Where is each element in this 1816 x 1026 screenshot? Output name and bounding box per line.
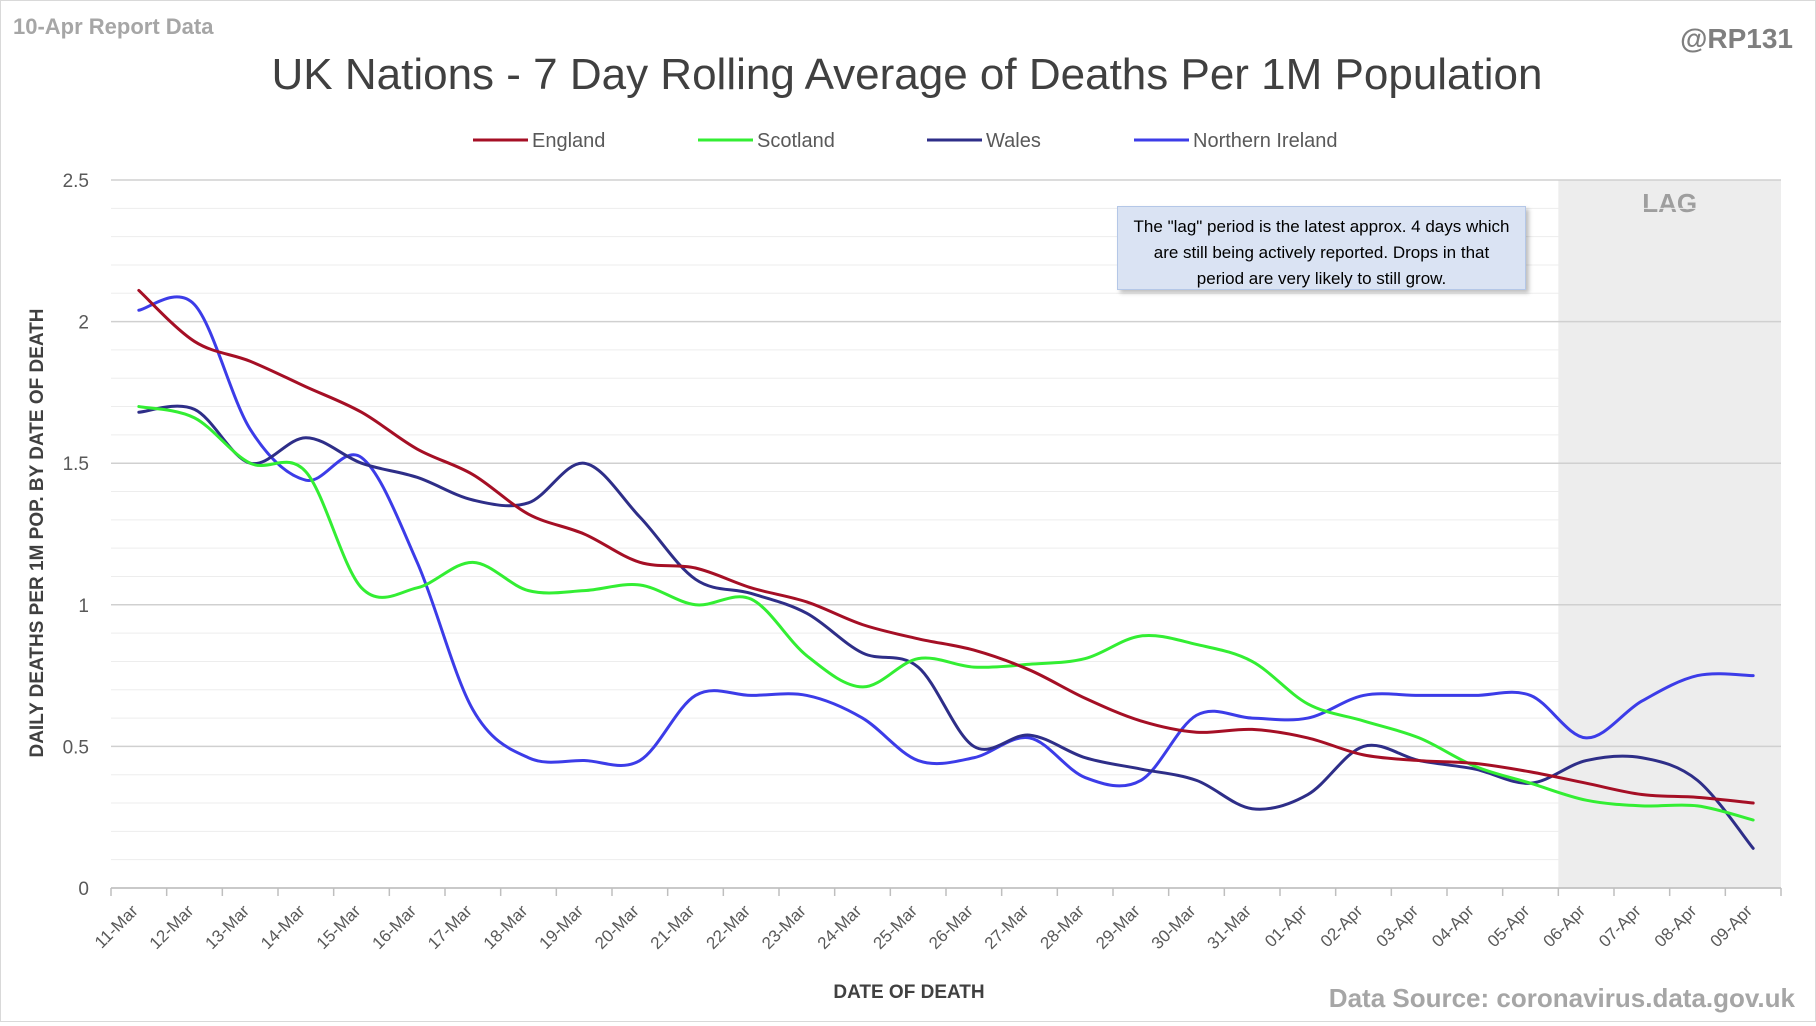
legend-label: Scotland: [757, 130, 835, 152]
x-tick-label: 28-Mar: [1036, 901, 1088, 953]
x-tick-label: 17-Mar: [424, 901, 476, 953]
x-tick-label: 29-Mar: [1092, 901, 1144, 953]
y-tick-label: 0.5: [63, 737, 89, 758]
x-tick-label: 15-Mar: [313, 901, 365, 953]
x-tick-label: 13-Mar: [201, 901, 253, 953]
y-tick-label: 2.5: [63, 171, 89, 192]
legend-item-wales: Wales: [927, 130, 1041, 152]
series-line-england: [137, 288, 1755, 805]
y-tick-label: 1.5: [63, 454, 89, 475]
x-tick-label: 18-Mar: [480, 901, 532, 953]
y-tick-label: 2: [78, 313, 89, 334]
y-axis-ticks: 0 0.5 1 1.5 2 2.5: [63, 171, 89, 900]
x-tick-label: 22-Mar: [702, 901, 754, 953]
author-handle: @RP131: [1680, 23, 1793, 54]
x-tick-label: 25-Mar: [869, 901, 921, 953]
legend-label: Wales: [986, 130, 1041, 152]
x-tick-label: 14-Mar: [257, 901, 309, 953]
x-tick-label: 11-Mar: [91, 901, 142, 952]
x-axis-title: DATE OF DEATH: [833, 982, 984, 1003]
x-tick-label: 20-Mar: [591, 901, 643, 953]
series-line-northern-ireland: [137, 295, 1755, 788]
x-tick-label: 30-Mar: [1148, 901, 1200, 953]
x-tick-label: 01-Apr: [1261, 901, 1311, 951]
x-tick-label: 27-Mar: [981, 901, 1033, 953]
x-tick-label: 09-Apr: [1706, 901, 1756, 951]
x-tick-label: 07-Apr: [1595, 901, 1645, 951]
data-source: Data Source: coronavirus.data.gov.uk: [1329, 983, 1796, 1013]
lag-label: LAG: [1642, 188, 1697, 218]
lag-annotation-box: The "lag" period is the latest approx. 4…: [1117, 206, 1526, 290]
x-tick-label: 23-Mar: [758, 901, 810, 953]
series-line-scotland: [137, 405, 1755, 822]
x-tick-label: 26-Mar: [925, 901, 977, 953]
y-axis-title: DAILY DEATHS PER 1M POP. BY DATE OF DEAT…: [27, 308, 48, 757]
legend-item-northern-ireland: Northern Ireland: [1134, 130, 1338, 152]
y-tick-label: 1: [78, 596, 89, 617]
x-tick-label: 12-Mar: [146, 901, 198, 953]
series-lines: [137, 288, 1755, 850]
x-tick-label: 19-Mar: [535, 901, 587, 953]
x-tick-label: 06-Apr: [1539, 901, 1589, 951]
legend-item-scotland: Scotland: [698, 130, 835, 152]
x-tick-label: 24-Mar: [814, 901, 866, 953]
lag-annotation-text: The "lag" period is the latest approx. 4…: [1133, 217, 1510, 288]
x-tick-label: 31-Mar: [1203, 901, 1255, 953]
x-tick-label: 04-Apr: [1428, 901, 1478, 951]
report-label: 10-Apr Report Data: [13, 14, 214, 39]
x-tick-label: 03-Apr: [1372, 901, 1422, 951]
x-tick-label: 21-Mar: [647, 901, 699, 953]
legend: England Scotland Wales Northern Ireland: [473, 130, 1338, 152]
legend-item-england: England: [473, 130, 605, 152]
y-tick-label: 0: [78, 879, 89, 900]
legend-label: Northern Ireland: [1193, 130, 1338, 152]
x-tick-label: 16-Mar: [368, 901, 420, 953]
x-tick-label: 02-Apr: [1317, 901, 1367, 951]
lag-region: [1558, 180, 1781, 888]
series-line-wales: [137, 404, 1755, 850]
x-tick-label: 05-Apr: [1484, 901, 1534, 951]
legend-label: England: [532, 130, 605, 152]
x-tick-label: 08-Apr: [1651, 901, 1701, 951]
chart-title: UK Nations - 7 Day Rolling Average of De…: [272, 50, 1543, 99]
x-axis-ticks: 11-Mar 12-Mar 13-Mar 14-Mar 15-Mar 16-Mar 17-M…: [91, 887, 1782, 953]
